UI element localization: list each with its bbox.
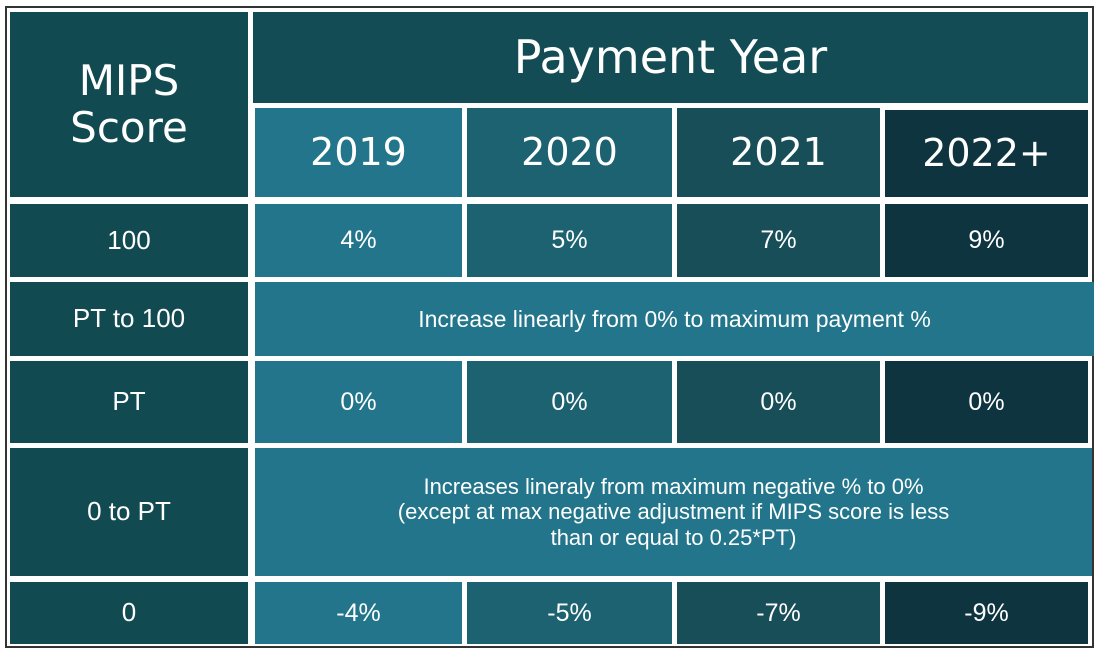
year-header-2022-plus: 2022+ xyxy=(885,110,1088,197)
cell-0-2021: -7% xyxy=(677,582,880,644)
cell-100-2019: 4% xyxy=(255,204,462,277)
cell-0-2022-plus: -9% xyxy=(885,582,1088,644)
cell-100-2021: 7% xyxy=(677,204,880,277)
row-label-0-to-pt: 0 to PT xyxy=(10,448,248,576)
year-header-2019: 2019 xyxy=(255,108,462,197)
span-pt-to-100: Increase linearly from 0% to maximum pay… xyxy=(255,282,1094,356)
span-0-to-pt-line3: than or equal to 0.25*PT) xyxy=(550,524,797,550)
cell-pt-2020: 0% xyxy=(467,361,672,443)
row-label-0: 0 xyxy=(10,582,248,644)
cell-100-2020: 5% xyxy=(467,204,672,277)
row-label-pt: PT xyxy=(10,361,248,443)
span-0-to-pt: Increases lineraly from maximum negative… xyxy=(255,448,1092,576)
cell-pt-2019: 0% xyxy=(255,361,462,443)
row-label-pt-to-100: PT to 100 xyxy=(10,282,248,356)
cell-0-2019: -4% xyxy=(255,582,462,644)
year-header-2021: 2021 xyxy=(677,108,880,197)
cell-0-2020: -5% xyxy=(467,582,672,644)
cell-100-2022-plus: 9% xyxy=(885,204,1088,277)
cell-pt-2021: 0% xyxy=(677,361,880,443)
payment-year-header: Payment Year xyxy=(253,12,1088,103)
year-header-2020: 2020 xyxy=(467,108,672,197)
span-0-to-pt-line1: Increases lineraly from maximum negative… xyxy=(423,474,924,500)
span-0-to-pt-line2: (except at max negative adjustment if MI… xyxy=(397,499,950,525)
mips-score-line2: Score xyxy=(70,102,188,152)
row-label-100: 100 xyxy=(10,204,248,277)
mips-score-line1: MIPS xyxy=(78,56,180,106)
mips-score-header: MIPS Score xyxy=(10,12,248,197)
cell-pt-2022-plus: 0% xyxy=(885,361,1088,443)
